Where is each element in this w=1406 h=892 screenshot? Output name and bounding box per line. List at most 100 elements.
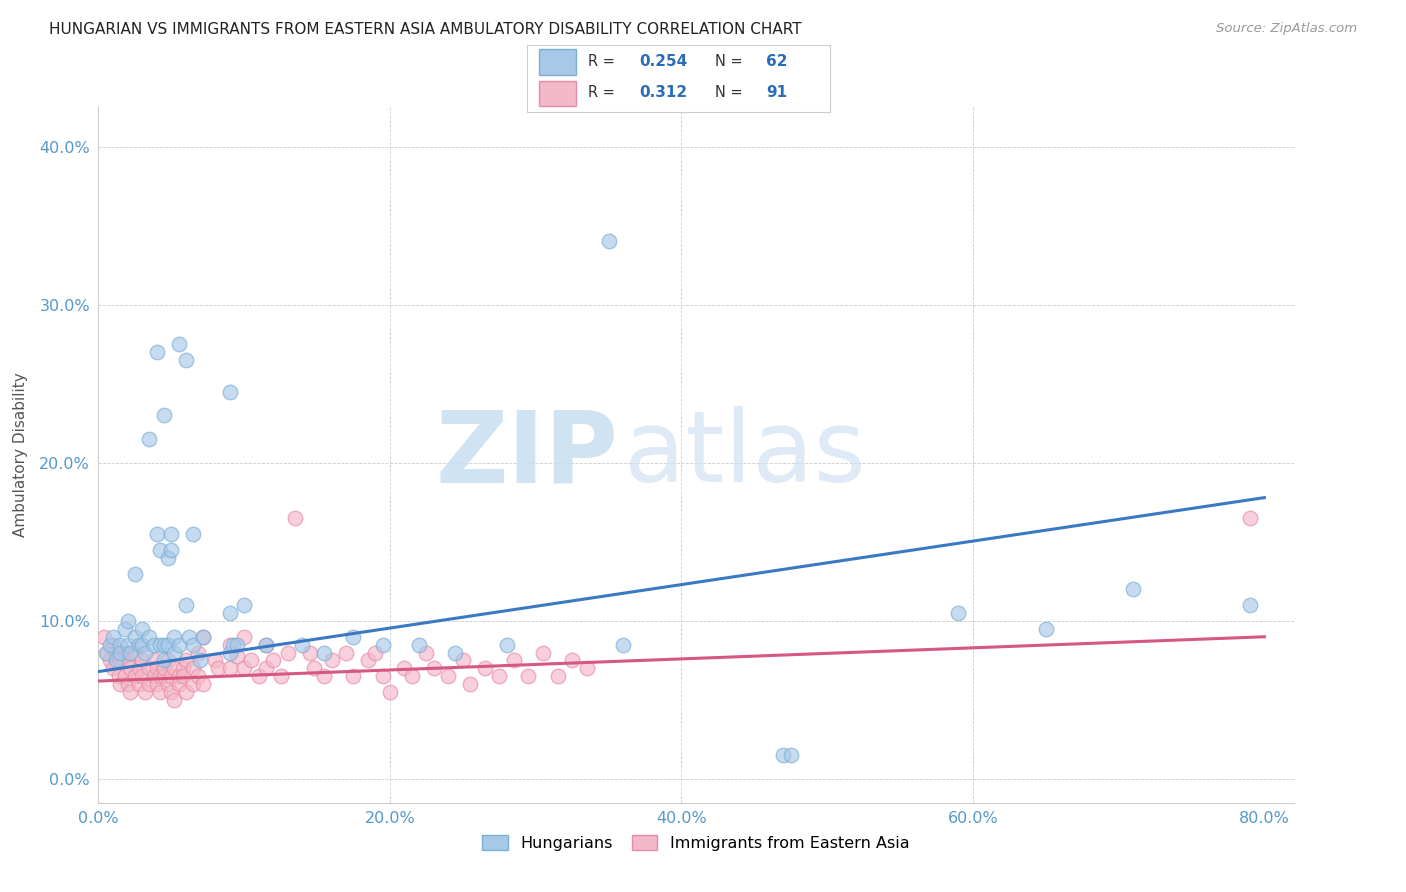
Point xyxy=(153,409,176,423)
Point xyxy=(114,646,136,660)
Point xyxy=(98,653,121,667)
Point xyxy=(114,622,136,636)
Point xyxy=(117,638,139,652)
Point xyxy=(1239,511,1261,525)
Point xyxy=(342,630,364,644)
Point xyxy=(117,614,139,628)
Point xyxy=(160,685,183,699)
FancyBboxPatch shape xyxy=(540,49,575,75)
Text: HUNGARIAN VS IMMIGRANTS FROM EASTERN ASIA AMBULATORY DISABILITY CORRELATION CHAR: HUNGARIAN VS IMMIGRANTS FROM EASTERN ASI… xyxy=(49,22,801,37)
Point xyxy=(474,661,496,675)
Point xyxy=(451,653,474,667)
Point xyxy=(174,685,197,699)
Point xyxy=(145,345,167,359)
Point xyxy=(218,384,240,399)
Text: atlas: atlas xyxy=(624,407,866,503)
Point xyxy=(357,653,380,667)
Text: 62: 62 xyxy=(766,54,787,69)
Point xyxy=(186,646,208,660)
Point xyxy=(149,542,172,557)
Point xyxy=(364,646,387,660)
Point xyxy=(284,511,307,525)
Point xyxy=(1122,582,1144,597)
Point xyxy=(94,646,117,660)
Point xyxy=(302,661,325,675)
Point xyxy=(101,661,124,675)
Point xyxy=(167,337,190,351)
Point xyxy=(149,669,172,683)
Point xyxy=(117,653,139,667)
Point xyxy=(225,648,247,663)
Point xyxy=(145,677,167,691)
Point xyxy=(153,669,176,683)
Point xyxy=(218,661,240,675)
Point xyxy=(157,550,180,565)
Point xyxy=(254,638,277,652)
Point xyxy=(117,677,139,691)
Point xyxy=(181,638,204,652)
Point xyxy=(218,646,240,660)
Text: N =: N = xyxy=(714,86,742,100)
Point xyxy=(531,646,554,660)
Point xyxy=(422,661,444,675)
Point xyxy=(101,638,124,652)
Point xyxy=(104,653,127,667)
Point xyxy=(131,653,153,667)
Point xyxy=(114,669,136,683)
Point xyxy=(561,653,583,667)
Point xyxy=(547,669,569,683)
Point xyxy=(110,638,132,652)
Text: Source: ZipAtlas.com: Source: ZipAtlas.com xyxy=(1216,22,1357,36)
Point xyxy=(177,630,200,644)
Point xyxy=(1239,598,1261,612)
Point xyxy=(157,653,180,667)
Point xyxy=(517,669,540,683)
Point xyxy=(128,638,150,652)
Point xyxy=(408,638,430,652)
Point xyxy=(124,669,146,683)
Point xyxy=(98,638,121,652)
Point xyxy=(314,646,336,660)
Point xyxy=(124,566,146,581)
Point xyxy=(163,661,186,675)
Point xyxy=(444,646,467,660)
Point xyxy=(342,669,364,683)
Point xyxy=(779,748,801,763)
Point xyxy=(134,646,156,660)
Point xyxy=(371,669,394,683)
Point xyxy=(149,685,172,699)
Point xyxy=(138,661,160,675)
Point xyxy=(502,653,524,667)
Point xyxy=(458,677,481,691)
Point xyxy=(167,638,190,652)
Point xyxy=(378,685,401,699)
Point xyxy=(167,669,190,683)
Point xyxy=(160,669,183,683)
Text: 0.254: 0.254 xyxy=(640,54,688,69)
Point xyxy=(120,661,142,675)
Point xyxy=(163,693,186,707)
Point xyxy=(163,646,186,660)
Point xyxy=(193,630,215,644)
Point xyxy=(612,638,634,652)
Point xyxy=(772,748,794,763)
Point xyxy=(270,669,292,683)
Point xyxy=(131,638,153,652)
Point xyxy=(394,661,416,675)
Point xyxy=(110,646,132,660)
Point xyxy=(233,661,256,675)
FancyBboxPatch shape xyxy=(540,81,575,106)
Point xyxy=(160,527,183,541)
Point xyxy=(415,646,437,660)
Point xyxy=(186,669,208,683)
Point xyxy=(96,646,118,660)
Point xyxy=(193,677,215,691)
Point xyxy=(172,669,194,683)
Point xyxy=(254,661,277,675)
Text: 0.312: 0.312 xyxy=(640,86,688,100)
Point xyxy=(131,622,153,636)
Point xyxy=(110,677,132,691)
Point xyxy=(120,646,142,660)
Text: N =: N = xyxy=(714,54,742,69)
Point xyxy=(149,638,172,652)
